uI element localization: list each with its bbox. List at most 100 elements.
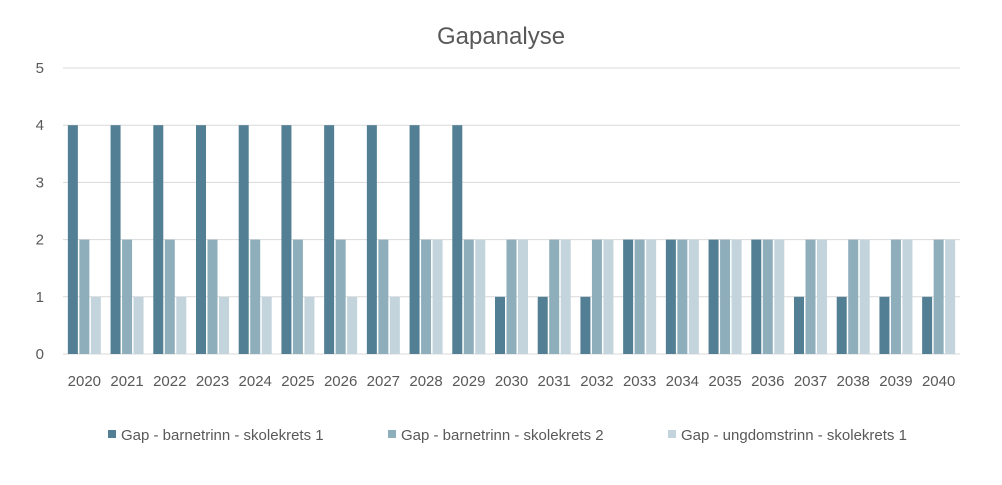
- x-tick-label-2036: 2036: [751, 373, 784, 390]
- x-tick-label-2037: 2037: [794, 373, 827, 390]
- bar-2023-series-3: [219, 296, 229, 354]
- y-tick-label-3: 3: [36, 174, 44, 191]
- bar-2036-series-1: [751, 239, 762, 354]
- x-tick-label-2030: 2030: [495, 373, 528, 390]
- bar-2035-series-1: [708, 239, 719, 354]
- x-tick-label-2039: 2039: [879, 373, 912, 390]
- bar-2032-series-3: [603, 239, 614, 354]
- x-tick-label-2032: 2032: [580, 373, 613, 390]
- y-tick-label-2: 2: [36, 232, 44, 249]
- bar-2027-series-1: [366, 125, 377, 354]
- bar-2038-series-3: [859, 239, 870, 354]
- bar-2023-series-1: [196, 125, 206, 354]
- legend-label-series-2: Gap - barnetrinn - skolekrets 2: [401, 427, 604, 444]
- bar-2031-series-3: [560, 239, 571, 354]
- bar-2039-series-1: [879, 296, 890, 354]
- bar-2034-series-3: [688, 239, 699, 354]
- bar-2026-series-2: [335, 239, 346, 354]
- bar-2027-series-3: [389, 296, 400, 354]
- bar-2020-series-1: [67, 125, 78, 354]
- bar-2026-series-3: [347, 296, 358, 354]
- bar-2040-series-2: [933, 239, 944, 354]
- bar-2037-series-2: [805, 239, 816, 354]
- bar-2021-series-1: [110, 125, 121, 354]
- bar-2031-series-1: [537, 296, 548, 354]
- bar-2021-series-3: [133, 296, 144, 354]
- legend-swatch-series-3: [668, 430, 676, 438]
- x-tick-label-2035: 2035: [708, 373, 741, 390]
- legend-label-series-3: Gap - ungdomstrinn - skolekrets 1: [681, 427, 907, 444]
- bar-2022-series-2: [164, 239, 175, 354]
- bar-2026-series-1: [324, 125, 335, 354]
- bar-2028-series-2: [421, 239, 432, 354]
- bar-2032-series-2: [591, 239, 602, 354]
- bar-2031-series-2: [549, 239, 560, 354]
- bar-2027-series-2: [378, 239, 389, 354]
- bar-2039-series-3: [902, 239, 913, 354]
- x-tick-label-2031: 2031: [538, 373, 571, 390]
- bar-2037-series-3: [817, 239, 827, 354]
- bar-2023-series-2: [207, 239, 218, 354]
- x-tick-label-2020: 2020: [68, 373, 101, 390]
- x-tick-label-2021: 2021: [110, 373, 143, 390]
- bar-2030-series-2: [506, 239, 517, 354]
- bar-2030-series-1: [495, 296, 505, 354]
- x-tick-label-2028: 2028: [409, 373, 442, 390]
- x-tick-label-2040: 2040: [922, 373, 955, 390]
- bar-2021-series-2: [122, 239, 133, 354]
- y-tick-label-5: 5: [36, 60, 44, 77]
- bar-2036-series-2: [762, 239, 773, 354]
- bar-2028-series-3: [432, 239, 443, 354]
- legend-swatch-series-2: [388, 430, 396, 438]
- x-tick-label-2023: 2023: [196, 373, 229, 390]
- bar-2024-series-1: [238, 125, 249, 354]
- bar-2020-series-3: [90, 296, 101, 354]
- bars: [67, 125, 956, 354]
- bar-2038-series-2: [848, 239, 859, 354]
- x-tick-label-2027: 2027: [367, 373, 400, 390]
- bar-2030-series-3: [518, 239, 528, 354]
- x-tick-label-2024: 2024: [239, 373, 272, 390]
- legend-swatch-series-1: [108, 430, 116, 438]
- bar-2029-series-1: [452, 125, 463, 354]
- x-tick-label-2025: 2025: [281, 373, 314, 390]
- x-axis-ticks: 2020 2021 2022 2023 2024 2025 2026 2027 2028 2029…: [68, 373, 956, 390]
- y-axis-ticks: 0 1 2 3 4 5: [36, 60, 44, 363]
- legend: Gap - barnetrinn - skolekrets 1 Gap - bar…: [108, 427, 907, 444]
- bar-2032-series-1: [580, 296, 591, 354]
- bar-2020-series-2: [79, 239, 90, 354]
- bar-2022-series-3: [176, 296, 187, 354]
- bar-2033-series-3: [646, 239, 657, 354]
- y-tick-label-1: 1: [36, 289, 44, 306]
- bar-2039-series-2: [890, 239, 901, 354]
- bar-2029-series-3: [475, 239, 486, 354]
- y-tick-label-4: 4: [36, 117, 44, 134]
- bar-2029-series-2: [463, 239, 474, 354]
- chart-title: Gapanalyse: [437, 23, 565, 50]
- bar-2040-series-1: [922, 296, 933, 354]
- legend-label-series-1: Gap - barnetrinn - skolekrets 1: [121, 427, 324, 444]
- bar-2036-series-3: [774, 239, 785, 354]
- x-tick-label-2026: 2026: [324, 373, 357, 390]
- bar-2024-series-2: [250, 239, 261, 354]
- bar-2025-series-3: [304, 296, 315, 354]
- x-tick-label-2033: 2033: [623, 373, 656, 390]
- bar-2035-series-2: [720, 239, 731, 354]
- bar-2034-series-2: [677, 239, 688, 354]
- bar-2025-series-2: [292, 239, 303, 354]
- bar-2038-series-1: [836, 296, 847, 354]
- bar-2024-series-3: [261, 296, 272, 354]
- bar-2033-series-2: [634, 239, 645, 354]
- x-tick-label-2034: 2034: [666, 373, 699, 390]
- bar-2025-series-1: [281, 125, 292, 354]
- bar-2035-series-3: [731, 239, 742, 354]
- x-tick-label-2038: 2038: [837, 373, 870, 390]
- x-tick-label-2029: 2029: [452, 373, 485, 390]
- bar-2037-series-1: [794, 296, 804, 354]
- bar-2034-series-1: [665, 239, 676, 354]
- bar-2022-series-1: [153, 125, 164, 354]
- bar-2040-series-3: [945, 239, 956, 354]
- y-tick-label-0: 0: [36, 346, 44, 363]
